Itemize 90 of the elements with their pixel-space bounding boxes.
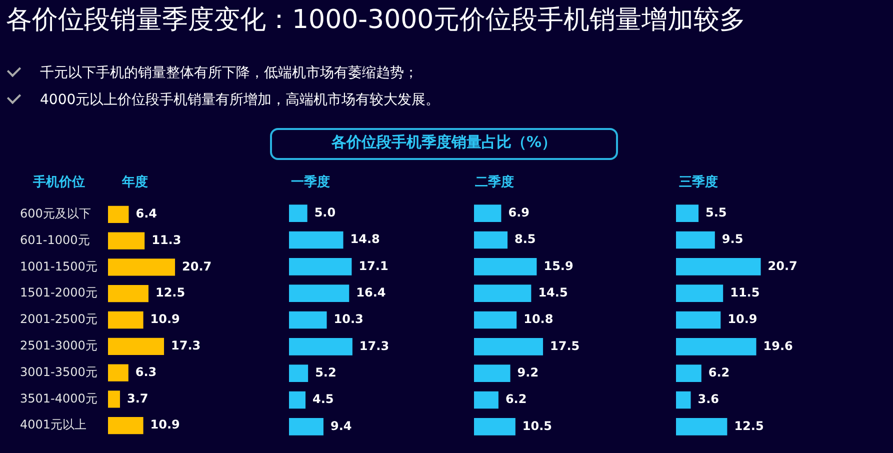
y-tick-label: 3001-3500元 (20, 364, 98, 379)
data-label: 10.3 (334, 312, 364, 326)
bar (474, 364, 510, 382)
bar (289, 284, 350, 302)
bar (676, 284, 724, 302)
bar (676, 311, 721, 329)
bar (474, 338, 544, 356)
data-label: 6.3 (135, 364, 157, 379)
data-label: 9.4 (330, 418, 352, 433)
data-label: 17.1 (358, 258, 388, 273)
bar (676, 204, 699, 222)
data-label: 20.7 (768, 258, 798, 273)
data-label: 6.9 (508, 205, 530, 220)
text: 各价位段手机季度销量占比（%） (330, 133, 558, 152)
bar (474, 204, 502, 222)
data-label: 9.2 (517, 365, 539, 380)
y-tick-label: 2501-3000元 (20, 338, 98, 353)
bar (108, 417, 144, 434)
data-label: 14.8 (350, 232, 380, 246)
data-label: 4.5 (312, 392, 334, 406)
bar (289, 258, 352, 276)
bar (108, 206, 129, 223)
data-label: 12.5 (734, 418, 764, 433)
bar (289, 338, 352, 356)
bar (676, 418, 728, 436)
chart-title: 三季度 (679, 174, 718, 191)
data-label: 16.4 (356, 285, 386, 300)
bar (108, 364, 128, 382)
bar (289, 391, 306, 409)
data-label: 5.5 (706, 205, 727, 220)
chart-title: 二季度 (475, 174, 514, 191)
y-tick-label: 600元及以下 (20, 206, 91, 221)
data-label: 3.6 (698, 392, 720, 406)
bar (474, 311, 517, 329)
bar (108, 338, 164, 355)
bar (108, 232, 145, 250)
data-label: 5.2 (315, 365, 336, 380)
y-tick-label: 1001-1500元 (20, 259, 98, 274)
data-label: 14.5 (538, 285, 568, 300)
bar (108, 258, 176, 276)
bar (676, 338, 756, 356)
bar (289, 311, 327, 329)
bar (474, 231, 508, 249)
data-label: 10.9 (150, 312, 180, 326)
bar (289, 418, 324, 436)
data-label: 9.5 (722, 232, 744, 246)
text: 各价位段销量季度变化：1000-3000元价位段手机销量增加较多 (6, 4, 746, 37)
y-tick-label: 601-1000元 (20, 232, 90, 247)
bar (676, 258, 761, 276)
data-label: 5.0 (314, 205, 336, 220)
bar (474, 258, 537, 276)
y-axis-title: 手机价位 (33, 174, 85, 191)
chart-title: 年度 (122, 174, 148, 191)
data-label: 11.5 (730, 285, 760, 300)
data-label: 6.4 (136, 206, 157, 221)
bar (474, 418, 516, 436)
text: 4000元以上价位段手机销量有所增加，高端机市场有较大发展。 (40, 91, 440, 109)
bar (108, 390, 120, 408)
bar (474, 284, 532, 302)
bar (108, 311, 144, 329)
bar (289, 231, 344, 249)
data-label: 19.6 (763, 338, 793, 353)
data-label: 12.5 (155, 286, 186, 300)
chart-title: 一季度 (291, 174, 330, 191)
data-label: 6.2 (505, 392, 527, 406)
y-tick-label: 4001元以上 (20, 418, 87, 432)
data-label: 3.7 (126, 391, 148, 406)
bar (108, 285, 148, 302)
bar (676, 364, 702, 382)
data-label: 8.5 (514, 232, 536, 246)
data-label: 6.2 (708, 365, 730, 380)
y-tick-label: 1501-2000元 (20, 286, 98, 300)
bar (289, 364, 308, 382)
data-label: 20.7 (182, 259, 212, 274)
bar (474, 391, 498, 409)
data-label: 17.5 (550, 338, 580, 353)
bar (289, 204, 308, 222)
data-label: 11.3 (152, 232, 182, 247)
y-tick-label: 2001-2500元 (20, 312, 98, 326)
data-label: 10.5 (522, 418, 552, 433)
bar (676, 231, 715, 249)
data-label: 10.8 (524, 312, 554, 326)
bar (676, 391, 691, 409)
text: 千元以下手机的销量整体有所下降，低端机市场有萎缩趋势； (40, 64, 418, 82)
data-label: 15.9 (544, 258, 574, 273)
data-label: 10.9 (728, 312, 758, 326)
data-label: 10.9 (150, 418, 180, 432)
data-label: 17.3 (171, 338, 201, 353)
data-label: 17.3 (359, 338, 390, 353)
y-tick-label: 3501-4000元 (20, 391, 98, 406)
